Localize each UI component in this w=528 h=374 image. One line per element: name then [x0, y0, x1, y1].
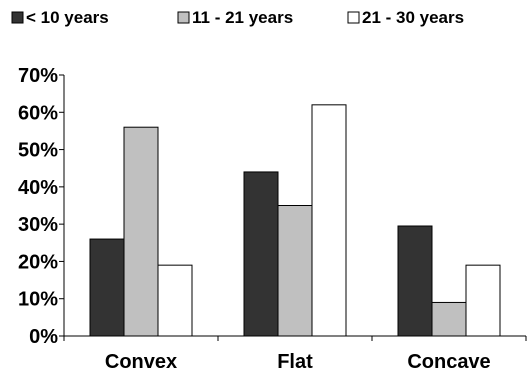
bar: [311, 104, 347, 337]
legend-label: 11 - 21 years: [192, 8, 293, 27]
bar: [243, 171, 279, 337]
x-tick-label: Concave: [407, 351, 490, 373]
legend-item: 21 - 30 years: [347, 8, 464, 27]
y-tick-label: 30%: [18, 214, 58, 236]
legend-item: < 10 years: [11, 8, 109, 27]
y-tick-label: 20%: [18, 251, 58, 273]
y-tick-label: 0%: [29, 326, 58, 348]
bar: [89, 238, 125, 337]
y-tick-label: 50%: [18, 140, 58, 162]
x-tick-label: Flat: [277, 351, 313, 373]
bar: [465, 264, 501, 337]
x-tick-label: Convex: [105, 351, 177, 373]
legend-label: 21 - 30 years: [362, 8, 464, 27]
legend: < 10 years 11 - 21 years 21 - 30 years: [11, 8, 464, 27]
y-axis: 0% 10% 20% 30% 40% 50% 60% 70%: [18, 65, 65, 348]
y-tick-label: 70%: [18, 65, 58, 87]
bar: [123, 126, 159, 337]
bar: [397, 225, 433, 337]
bar: [157, 264, 193, 337]
bars: [89, 104, 501, 337]
legend-swatch: [177, 11, 190, 24]
bar: [431, 301, 467, 337]
legend-item: 11 - 21 years: [177, 8, 293, 27]
y-tick-label: 40%: [18, 177, 58, 199]
legend-label: < 10 years: [26, 8, 109, 27]
legend-swatch: [11, 11, 24, 24]
bar: [277, 205, 313, 337]
y-tick-label: 60%: [18, 102, 58, 124]
x-axis: Convex Flat Concave: [63, 335, 527, 373]
legend-swatch: [347, 11, 360, 24]
y-tick-label: 10%: [18, 289, 58, 311]
